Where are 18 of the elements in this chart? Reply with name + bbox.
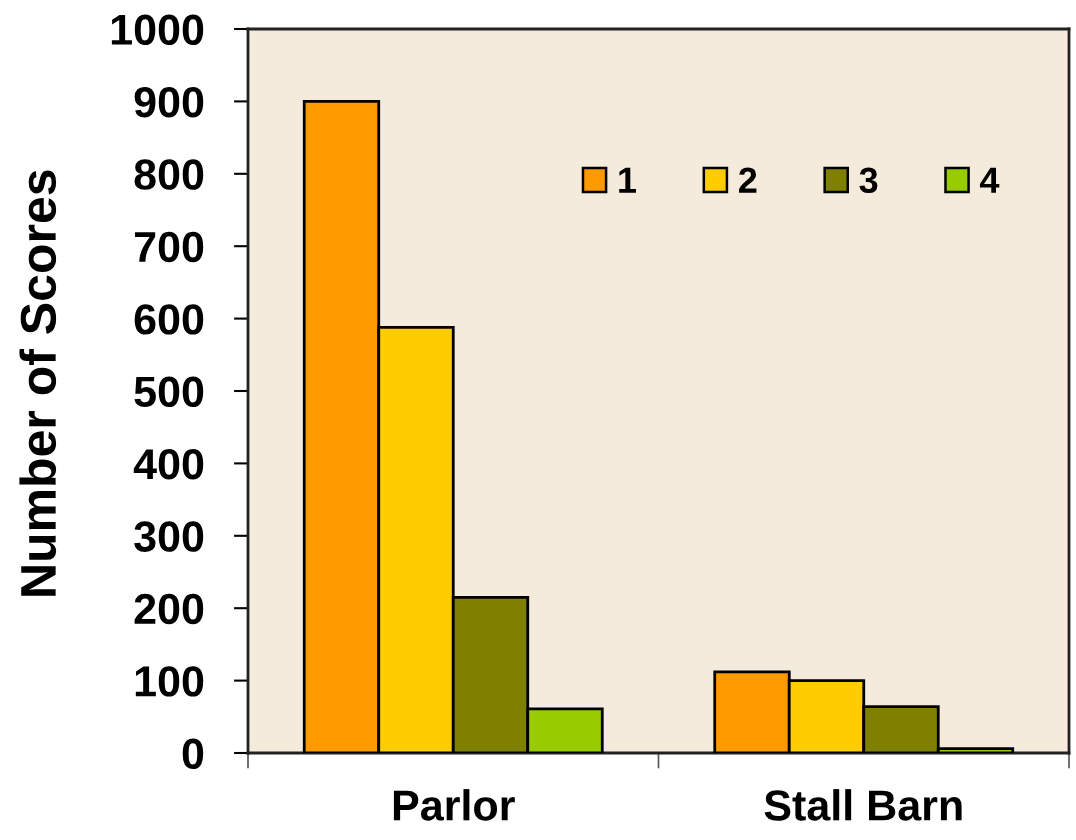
legend-label: 3 (859, 167, 878, 194)
legend-label: 1 (619, 167, 636, 193)
y-tick-label: 900 (134, 86, 204, 118)
legend-label: 2 (739, 167, 757, 193)
y-tick-label: 100 (135, 666, 204, 697)
y-tick-label: 600 (134, 304, 204, 335)
x-tick-label: Parlor (393, 789, 515, 821)
y-tick-label: 1000 (111, 14, 204, 46)
y-tick-label: 700 (134, 231, 204, 263)
y-tick-label: 0 (182, 738, 204, 770)
legend-label: 4 (979, 167, 1000, 193)
x-tick-label: Stall Barn (764, 789, 962, 821)
y-axis-title: Number of Scores (19, 170, 57, 596)
y-tick-label: 300 (134, 521, 204, 552)
y-tick-label: 400 (133, 448, 204, 480)
y-tick-label: 200 (134, 593, 204, 625)
y-tick-label: 800 (134, 159, 204, 190)
y-tick-label: 500 (134, 376, 204, 408)
